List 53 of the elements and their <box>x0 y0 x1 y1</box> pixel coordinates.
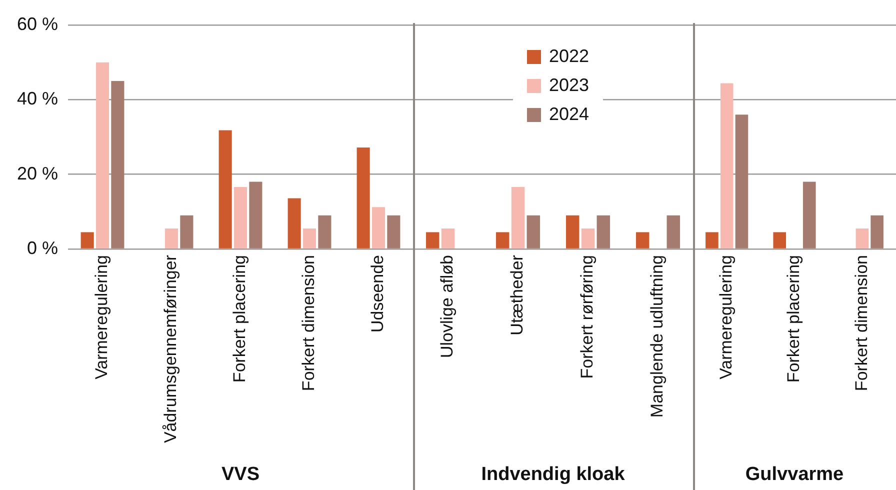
bar <box>426 232 440 248</box>
x-tick-label: Vådrumsgennemføringer <box>161 254 180 444</box>
bar <box>511 187 525 248</box>
bar <box>720 83 734 248</box>
x-tick-label: Forkert placering <box>230 255 250 383</box>
bar <box>249 182 262 248</box>
x-axis-title: Indvendig kloak <box>481 464 626 485</box>
legend-label: 2022 <box>549 46 590 67</box>
x-tick-label: Ulovlige afløb <box>438 255 457 358</box>
legend-label: 2024 <box>549 104 590 125</box>
x-tick-label: Forkert dimension <box>299 255 318 392</box>
bar <box>636 232 650 248</box>
x-tick-label: Forkert rørføring <box>578 255 597 379</box>
x-tick-label: Forkert placering <box>784 255 804 383</box>
bar <box>526 215 540 248</box>
bar <box>180 215 194 248</box>
bar <box>566 215 580 248</box>
y-tick-label: 0 % <box>26 238 58 258</box>
bar <box>218 130 232 248</box>
bar <box>318 215 332 248</box>
bar <box>870 215 884 248</box>
y-tick-label: 60 % <box>16 14 58 34</box>
bar <box>666 215 680 248</box>
y-tick-label: 20 % <box>16 163 58 184</box>
x-axis-title: VVS <box>221 464 260 485</box>
bar <box>96 62 110 248</box>
x-tick-label: Udseende <box>368 255 388 333</box>
x-tick-label: Forkert dimension <box>852 255 871 392</box>
bar <box>496 232 510 248</box>
bar <box>234 187 248 248</box>
bar <box>387 215 400 248</box>
bar <box>581 228 595 248</box>
x-axis-title: Gulvvarme <box>745 464 844 485</box>
bar <box>80 232 94 248</box>
bar <box>441 228 455 248</box>
x-tick-label: Varmeregulering <box>92 255 112 380</box>
bar <box>596 215 610 248</box>
x-tick-label: Utætheder <box>508 254 527 336</box>
x-tick-label: Manglende udluftning <box>648 255 667 418</box>
bar <box>288 198 301 248</box>
bar <box>111 81 124 248</box>
bar <box>164 228 178 248</box>
bar <box>372 207 386 248</box>
x-tick-label: Varmeregulering <box>716 255 736 380</box>
bar <box>735 114 748 248</box>
bar <box>356 147 370 248</box>
bar <box>773 232 786 248</box>
bar <box>856 228 869 248</box>
bar <box>802 182 816 248</box>
bar <box>302 228 316 248</box>
bar <box>706 232 718 248</box>
legend-label: 2023 <box>549 75 590 96</box>
y-tick-label: 40 % <box>16 88 58 109</box>
